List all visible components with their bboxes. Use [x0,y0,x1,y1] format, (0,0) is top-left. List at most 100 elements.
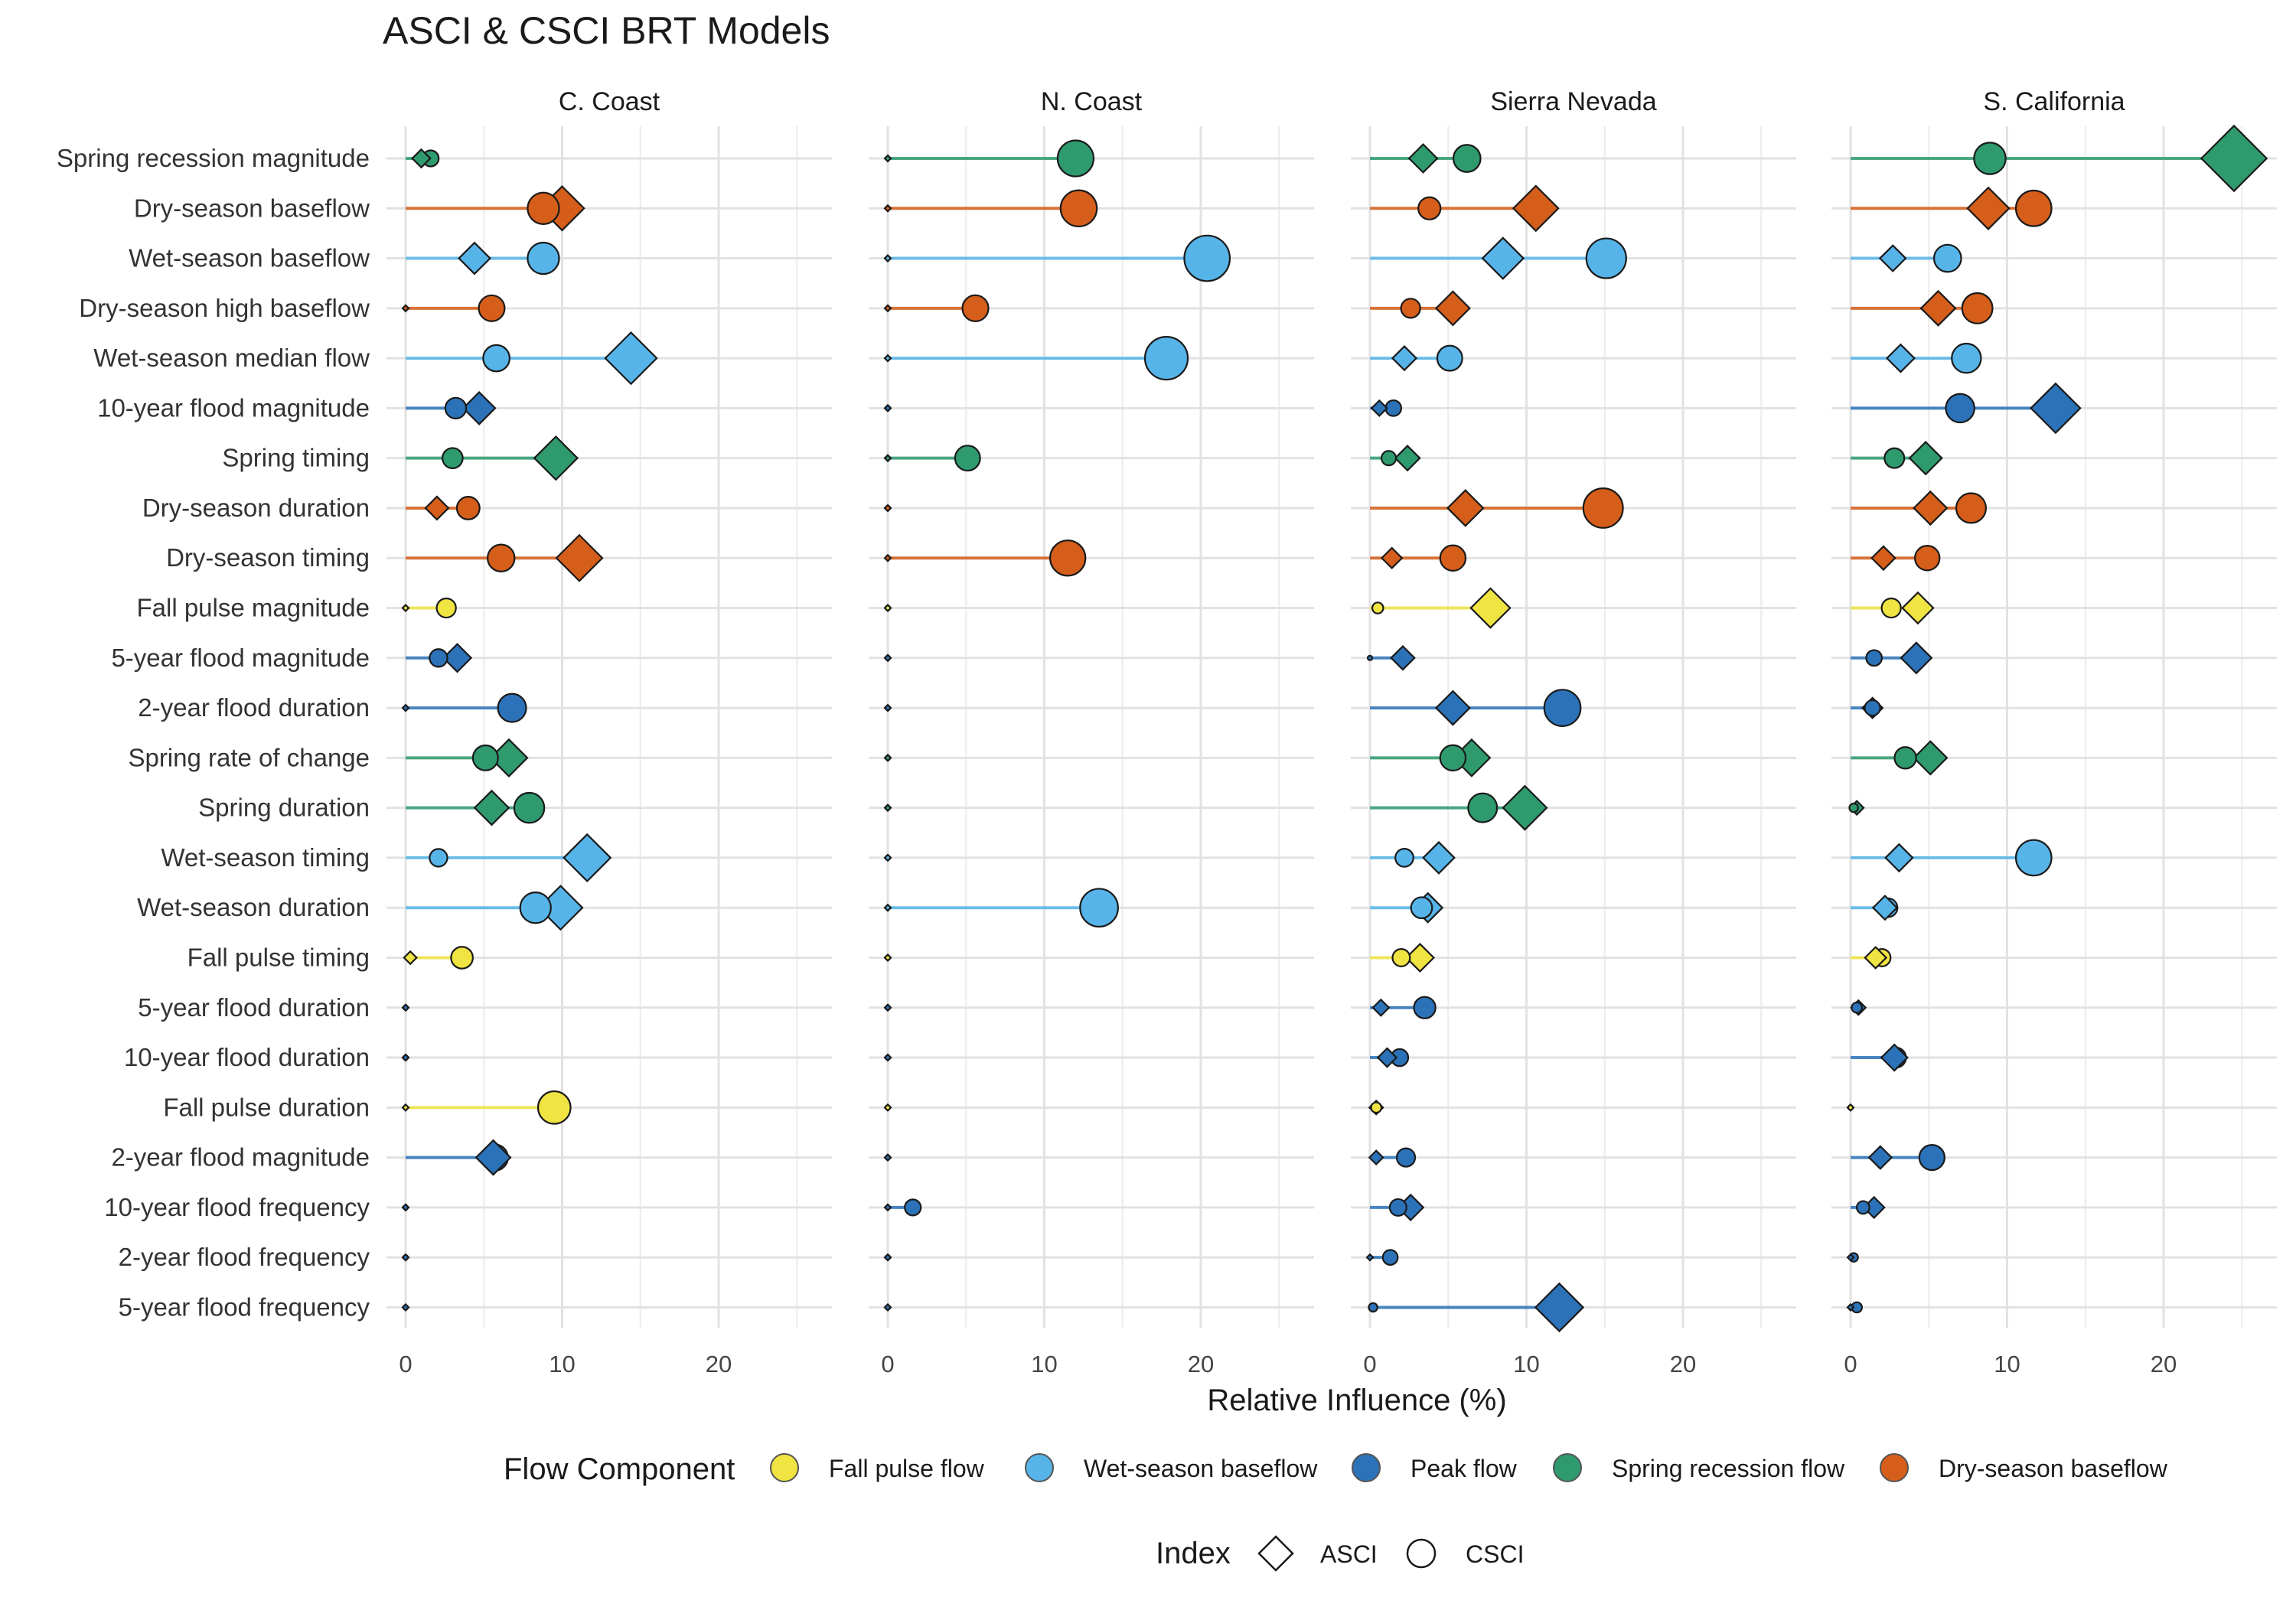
csci-point-s-california-spring-timing [1883,447,1906,469]
csci-point-n-coast-spring-recession-magnitude [1056,139,1095,178]
y-label-5-year-flood-duration: 5-year flood duration [138,993,370,1022]
asci-point-c-coast-5-year-flood-magnitude [442,643,473,673]
x-tick-sierra-nevada-10: 10 [1513,1351,1539,1377]
csci-point-s-california-5-year-flood-magnitude [1865,649,1883,667]
asci-point-sierra-nevada-wet-season-timing [1422,841,1456,875]
csci-point-s-california-10-year-flood-frequency [1855,1200,1870,1215]
csci-point-n-coast-2-year-flood-duration [884,704,892,712]
csci-point-sierra-nevada-2-year-flood-frequency [1381,1249,1399,1266]
csci-point-c-coast-10-year-flood-magnitude [444,396,468,420]
y-label-spring-recession-magnitude: Spring recession magnitude [57,144,370,172]
y-label-wet-season-duration: Wet-season duration [137,893,370,921]
asci-point-n-coast-dry-season-high-baseflow [883,304,892,313]
asci-point-n-coast-spring-timing [883,454,892,463]
asci-point-sierra-nevada-spring-recession-magnitude [1407,143,1439,174]
csci-point-s-california-spring-rate-of-change [1893,746,1917,770]
asci-point-c-coast-spring-recession-magnitude [411,148,432,169]
asci-point-s-california-wet-season-median-flow [1885,343,1916,373]
y-label-wet-season-baseflow: Wet-season baseflow [129,244,370,272]
csci-point-c-coast-wet-season-timing [429,848,448,868]
asci-point-sierra-nevada-dry-season-baseflow [1512,184,1560,233]
csci-point-n-coast-5-year-flood-magnitude [884,654,892,661]
y-label-10-year-flood-frequency: 10-year flood frequency [104,1193,370,1221]
csci-point-c-coast-dry-season-baseflow [527,191,560,225]
csci-point-sierra-nevada-fall-pulse-magnitude [1371,601,1384,614]
facet-label-n-coast: N. Coast [1041,87,1143,116]
y-label-fall-pulse-magnitude: Fall pulse magnitude [136,594,370,622]
csci-point-c-coast-fall-pulse-duration [536,1090,572,1125]
y-label-dry-season-duration: Dry-season duration [142,494,370,522]
legend-label-fall: Fall pulse flow [829,1455,985,1482]
asci-point-c-coast-dry-season-duration [424,495,450,521]
x-tick-n-coast-10: 10 [1031,1351,1057,1377]
asci-point-c-coast-fall-pulse-magnitude [401,604,410,613]
csci-point-c-coast-2-year-flood-duration [497,693,527,723]
csci-point-sierra-nevada-wet-season-baseflow [1585,237,1627,279]
asci-point-n-coast-spring-recession-magnitude [883,154,892,163]
legend-label-wet: Wet-season baseflow [1084,1455,1318,1482]
facet-label-s-california: S. California [1983,87,2125,116]
csci-point-n-coast-fall-pulse-timing [884,954,892,961]
asci-point-sierra-nevada-10-year-flood-magnitude [1370,399,1388,417]
csci-point-n-coast-spring-duration [884,804,892,811]
x-tick-c-coast-0: 0 [399,1351,412,1377]
csci-point-c-coast-5-year-flood-duration [402,1004,409,1011]
asci-point-c-coast-2-year-flood-duration [401,703,410,712]
csci-point-c-coast-spring-timing [441,447,464,470]
csci-point-s-california-dry-season-duration [1955,492,1987,524]
asci-point-c-coast-2-year-flood-magnitude [475,1139,512,1176]
csci-point-sierra-nevada-wet-season-duration [1410,896,1433,920]
csci-point-sierra-nevada-5-year-flood-magnitude [1366,654,1374,661]
y-label-2-year-flood-frequency: 2-year flood frequency [119,1243,370,1271]
asci-point-sierra-nevada-wet-season-median-flow [1391,345,1418,372]
csci-point-c-coast-spring-rate-of-change [471,744,499,771]
x-tick-n-coast-0: 0 [881,1351,894,1377]
csci-point-n-coast-5-year-flood-duration [884,1004,892,1011]
asci-point-sierra-nevada-5-year-flood-frequency [1534,1282,1585,1333]
chart-title: ASCI & CSCI BRT Models [383,9,830,52]
asci-point-c-coast-wet-season-baseflow [458,241,491,275]
y-label-2-year-flood-magnitude: 2-year flood magnitude [111,1143,370,1172]
y-label-5-year-flood-frequency: 5-year flood frequency [119,1292,370,1321]
y-label-spring-rate-of-change: Spring rate of change [128,743,370,771]
asci-point-c-coast-spring-duration [473,789,510,826]
asci-point-c-coast-dry-season-timing [555,533,604,582]
csci-point-s-california-wet-season-timing [2014,839,2053,877]
csci-point-c-coast-2-year-flood-frequency [402,1254,409,1261]
facet-labels: C. Coast N. Coast Sierra Nevada S. Californ… [559,87,2125,116]
csci-point-n-coast-5-year-flood-frequency [884,1304,892,1311]
x-tick-c-coast-10: 10 [549,1351,575,1377]
csci-point-n-coast-10-year-flood-frequency [904,1198,922,1217]
asci-point-n-coast-wet-season-baseflow [883,254,892,263]
csci-point-s-california-fall-pulse-duration [1847,1104,1854,1111]
csci-point-s-california-2-year-flood-duration [1864,699,1881,717]
legend-shape-title: Index [1156,1537,1231,1570]
csci-point-c-coast-wet-season-median-flow [482,344,510,373]
asci-point-s-california-dry-season-duration [1913,490,1949,526]
csci-point-sierra-nevada-spring-timing [1380,450,1397,467]
x-axis-title: Relative Influence (%) [1207,1384,1506,1417]
legend: Flow Component Fall pulse flow Wet-season … [504,1452,2168,1572]
csci-point-sierra-nevada-dry-season-duration [1582,487,1624,529]
y-label-spring-timing: Spring timing [222,444,370,472]
asci-point-s-california-dry-season-high-baseflow [1919,289,1957,327]
asci-point-sierra-nevada-dry-season-timing [1380,546,1404,570]
legend-swatch-spring [1553,1453,1582,1482]
csci-point-sierra-nevada-spring-duration [1467,792,1499,823]
asci-point-sierra-nevada-2-year-flood-magnitude [1368,1149,1384,1166]
y-label-spring-duration: Spring duration [198,794,370,822]
asci-point-s-california-dry-season-baseflow [1966,186,2011,230]
x-tick-s-california-10: 10 [1994,1351,2020,1377]
csci-point-n-coast-wet-season-baseflow [1183,234,1231,282]
csci-point-c-coast-wet-season-baseflow [527,241,560,275]
asci-point-s-california-2-year-flood-frequency [1846,1253,1855,1262]
x-tick-c-coast-20: 20 [706,1351,732,1377]
csci-point-c-coast-spring-duration [513,791,546,824]
asci-point-n-coast-wet-season-duration [883,903,892,912]
legend-swatch-peak [1352,1453,1381,1482]
asci-point-s-california-dry-season-timing [1870,545,1896,572]
legend-shape-asci [1257,1535,1294,1572]
csci-point-c-coast-10-year-flood-frequency [402,1204,409,1211]
csci-point-n-coast-spring-rate-of-change [884,755,892,761]
csci-point-sierra-nevada-wet-season-median-flow [1436,344,1463,372]
